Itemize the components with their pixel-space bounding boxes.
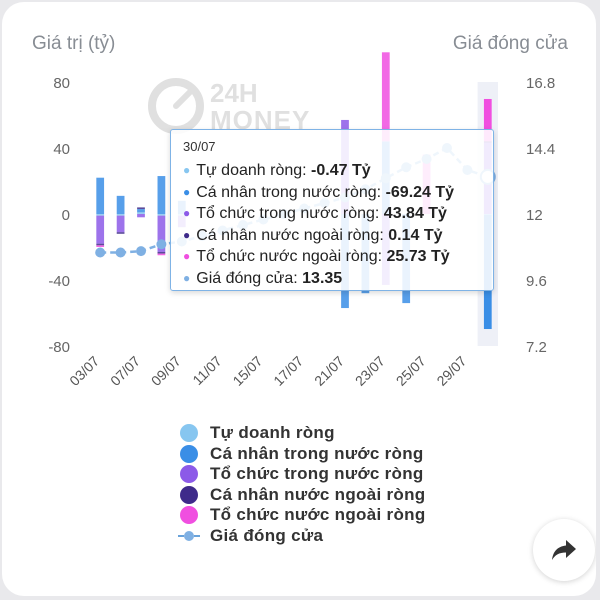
- x-tick-label: 11/07: [189, 353, 225, 389]
- legend-marker: [180, 444, 198, 463]
- price-point: [136, 246, 146, 257]
- tooltip-row: ● Tổ chức nước ngoài ròng: 25.73 Tỷ: [183, 246, 481, 268]
- bar-segment: [157, 251, 166, 254]
- bar-segment: [116, 232, 125, 234]
- tooltip-label: Cá nhân trong nước ròng:: [196, 183, 386, 201]
- tooltip-value: 25.73 Tỷ: [386, 248, 450, 265]
- tooltip-label: Cá nhân nước ngoài ròng:: [196, 226, 389, 244]
- legend-marker: [180, 485, 198, 504]
- share-button[interactable]: [533, 519, 595, 581]
- tooltip-value: -0.47 Tỷ: [311, 162, 371, 179]
- y-tick-left: -40: [48, 273, 70, 290]
- bar-segment: [381, 52, 390, 142]
- legend-marker: [180, 465, 198, 484]
- left-axis-title: Giá trị (tỷ): [32, 33, 116, 54]
- tooltip-dot-icon: ●: [183, 163, 191, 177]
- tooltip-dot-icon: ●: [183, 270, 191, 285]
- chart-legend: Tự doanh ròng Cá nhân trong nước ròng Tổ c…: [178, 423, 426, 547]
- legend-label: Cá nhân nước ngoài ròng: [210, 484, 426, 504]
- legend-item[interactable]: Cá nhân nước ngoài ròng: [180, 485, 426, 506]
- y-tick-left: 80: [53, 75, 70, 92]
- bar-segment: [116, 214, 125, 216]
- tooltip-label: Tổ chức trong nước ròng:: [196, 205, 384, 222]
- x-tick-label: 15/07: [229, 353, 265, 389]
- chart-tooltip: 30/07 ● Tự doanh ròng: -0.47 Tỷ ● Cá nhân t…: [170, 129, 494, 291]
- legend-label: Tổ chức nước ngoài ròng: [210, 505, 426, 525]
- x-tick-label: 25/07: [393, 353, 429, 389]
- tooltip-row: ● Cá nhân trong nước ròng: -69.24 Tỷ: [183, 182, 481, 204]
- price-point: [95, 247, 106, 258]
- share-arrow-icon: [552, 540, 576, 560]
- x-tick-label: 03/07: [66, 353, 102, 389]
- legend-label: Cá nhân trong nước ròng: [210, 443, 424, 463]
- legend-item[interactable]: Giá đóng cửa: [178, 525, 426, 547]
- tooltip-dot-icon: ●: [183, 184, 191, 199]
- price-point: [156, 239, 167, 250]
- bar-segment: [96, 243, 105, 246]
- x-tick-label: 29/07: [433, 353, 469, 389]
- legend-label: Tự doanh ròng: [210, 423, 335, 443]
- y-tick-left: 0: [62, 207, 70, 224]
- tooltip-value: 43.84 Tỷ: [383, 205, 447, 222]
- x-tick-label: 23/07: [352, 353, 388, 389]
- legend-item[interactable]: Tổ chức nước ngoài ròng: [180, 505, 426, 526]
- tooltip-row: ● Tự doanh ròng: -0.47 Tỷ: [183, 160, 481, 182]
- bar-segment: [96, 177, 105, 214]
- tooltip-label: Tổ chức nước ngoài ròng:: [196, 248, 387, 265]
- y-tick-right: 16.8: [526, 75, 555, 92]
- y-tick-right: 12: [526, 207, 543, 224]
- legend-item[interactable]: Tự doanh ròng: [180, 423, 426, 444]
- y-tick-right: 7.2: [526, 339, 547, 356]
- bar-segment: [137, 209, 145, 213]
- tooltip-row: ● Cá nhân nước ngoài ròng: 0.14 Tỷ: [183, 225, 481, 247]
- price-point: [115, 247, 126, 258]
- bar-segment: [157, 215, 166, 252]
- legend-line-marker: [178, 527, 200, 545]
- bar-segment: [137, 214, 145, 218]
- y-tick-right: 9.6: [526, 273, 547, 290]
- legend-label: Giá đóng cửa: [210, 525, 324, 545]
- bar-segment: [137, 212, 145, 214]
- tooltip-value: -69.24 Tỷ: [385, 183, 455, 201]
- bar-segment: [116, 195, 125, 214]
- x-tick-label: 17/07: [270, 353, 306, 389]
- bar-segment: [157, 253, 166, 256]
- bar-segment: [116, 215, 125, 233]
- tooltip-dot-icon: ●: [183, 249, 191, 263]
- tooltip-value: 13.35: [302, 269, 343, 287]
- legend-marker: [180, 424, 198, 443]
- bar-segment: [157, 176, 166, 214]
- legend-item[interactable]: Tổ chức trong nước ròng: [180, 464, 426, 485]
- tooltip-dot-icon: ●: [183, 206, 191, 220]
- x-tick-label: 09/07: [148, 353, 184, 389]
- legend-item[interactable]: Cá nhân trong nước ròng: [180, 444, 426, 465]
- x-tick-label: 07/07: [107, 353, 143, 389]
- tooltip-row: ● Giá đóng cửa: 13.35: [183, 268, 481, 290]
- tooltip-label: Tự doanh ròng:: [196, 162, 312, 179]
- bar-segment: [96, 245, 105, 247]
- bar-segment: [483, 98, 492, 142]
- tooltip-label: Giá đóng cửa:: [196, 269, 303, 287]
- bar-segment: [157, 214, 166, 216]
- x-tick-label: 21/07: [311, 353, 347, 389]
- tooltip-row: ● Tổ chức trong nước ròng: 43.84 Tỷ: [183, 203, 481, 225]
- y-tick-right: 14.4: [526, 141, 555, 158]
- legend-label: Tổ chức trong nước ròng: [210, 464, 424, 484]
- tooltip-dot-icon: ●: [183, 227, 191, 242]
- legend-marker: [180, 506, 198, 525]
- right-axis-title: Giá đóng cửa: [452, 33, 568, 54]
- tooltip-value: 0.14 Tỷ: [388, 226, 443, 244]
- bar-segment: [96, 215, 105, 244]
- tooltip-date: 30/07: [183, 139, 216, 154]
- bar-segment: [96, 214, 105, 216]
- y-tick-left: 40: [53, 141, 70, 158]
- bar-segment: [137, 207, 145, 210]
- y-tick-left: -80: [48, 339, 70, 356]
